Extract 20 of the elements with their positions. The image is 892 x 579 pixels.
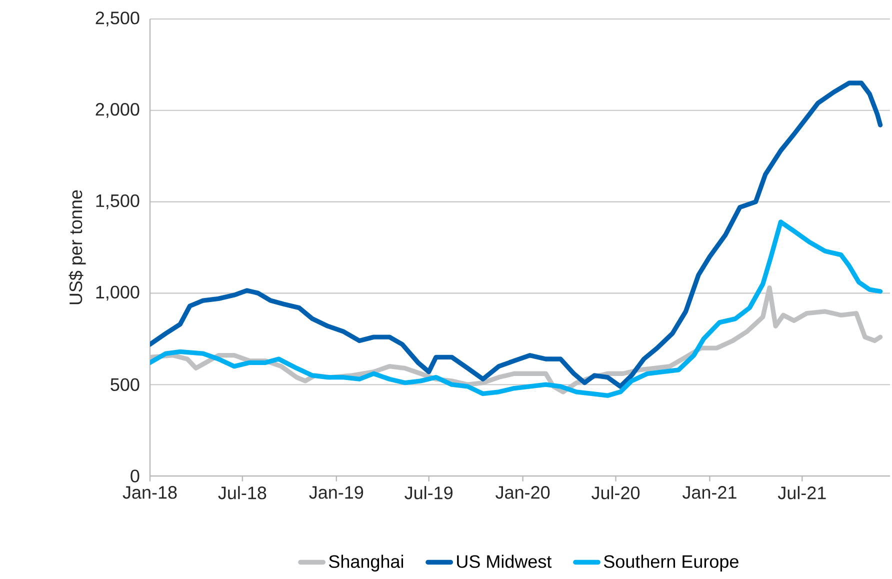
x-tick-label: Jan-18 bbox=[122, 486, 177, 499]
y-tick-label: 2,500 bbox=[96, 12, 140, 26]
legend-label: Shanghai bbox=[329, 554, 404, 572]
x-tick-label: Jul-20 bbox=[592, 486, 640, 500]
y-tick-label: 2,000 bbox=[96, 102, 140, 118]
y-tick-label: 1,000 bbox=[96, 286, 140, 301]
x-tick-label: Jan-21 bbox=[682, 486, 736, 499]
legend-label: Southern Europe bbox=[604, 554, 738, 572]
line-series bbox=[150, 80, 883, 389]
x-tick-label: Jan-20 bbox=[496, 486, 550, 499]
x-tick-label: Jan-19 bbox=[309, 486, 364, 499]
line-series bbox=[150, 220, 883, 398]
legend-label: US Midwest bbox=[457, 554, 552, 568]
x-tick-label: Jul-19 bbox=[404, 486, 452, 500]
x-tick-label: Jul-18 bbox=[218, 486, 266, 500]
y-axis-title: US$ per tonne bbox=[68, 190, 86, 304]
y-tick-label: 1,500 bbox=[96, 194, 140, 210]
y-tick-label: 500 bbox=[110, 378, 140, 391]
x-tick-label: Jul-21 bbox=[778, 486, 826, 500]
y-tick-label: 0 bbox=[130, 470, 140, 482]
